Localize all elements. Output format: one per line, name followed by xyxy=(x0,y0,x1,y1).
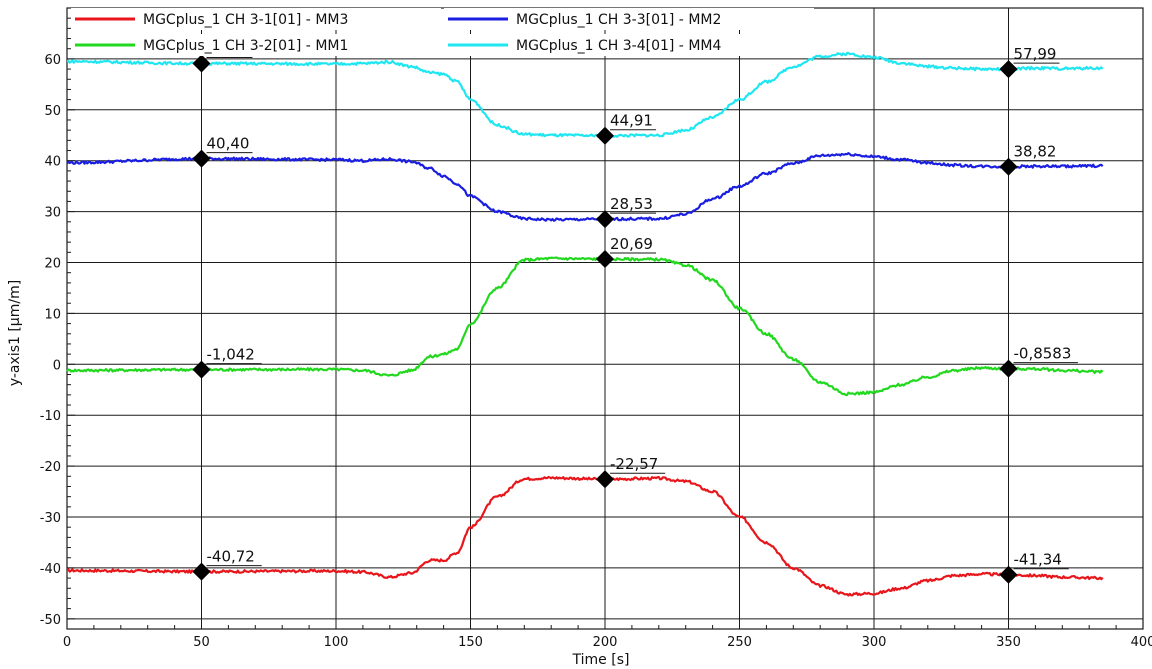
y-tick-label: -30 xyxy=(40,511,61,526)
x-tick-label: 200 xyxy=(593,635,618,650)
data-marker xyxy=(192,149,211,168)
marker-value-label: -22,57 xyxy=(610,455,658,473)
data-marker xyxy=(596,249,614,268)
data-marker xyxy=(596,210,614,229)
series-line-3 xyxy=(66,152,1104,222)
x-axis-title: Time [s] xyxy=(572,652,630,668)
y-tick-label: 60 xyxy=(44,53,61,68)
legend: MGCplus_1 CH 3-1[01] - MM3 MGCplus_1 CH 3… xyxy=(71,8,814,56)
legend-item-bg xyxy=(71,8,441,30)
marker-value-label: -40,72 xyxy=(207,548,255,566)
legend-label-1: MGCplus_1 CH 3-1[01] - MM3 xyxy=(143,12,348,28)
marker-value-label: 44,91 xyxy=(610,112,653,130)
marker-value-label: 40,40 xyxy=(207,135,250,153)
y-axis-title: y-axis1 [µm/m] xyxy=(7,280,23,386)
y-tick-label: 10 xyxy=(44,307,61,322)
data-marker xyxy=(999,157,1018,176)
legend-item-bg xyxy=(444,34,814,56)
data-marker xyxy=(192,54,211,73)
series-line-2 xyxy=(66,256,1104,397)
x-tick-label: 50 xyxy=(193,635,210,650)
data-marker xyxy=(999,60,1018,79)
data-marker xyxy=(596,126,614,145)
series-line-4 xyxy=(66,51,1104,138)
marker-value-label: 57,99 xyxy=(1014,45,1057,63)
legend-label-3: MGCplus_1 CH 3-3[01] - MM2 xyxy=(516,12,721,28)
y-tick-label: 40 xyxy=(44,155,61,170)
series-line-1 xyxy=(66,475,1104,597)
x-tick-label: 300 xyxy=(862,635,887,650)
markers-layer: -40,72 -22,57 -41,34 -1,042 20,69 -0,8583 40,4… xyxy=(192,39,1078,584)
y-tick-label: 0 xyxy=(53,358,61,373)
axes: -50 -40 -30 -20 -10 0 10 20 30 40 50 60 0 50 100 150 200… xyxy=(40,7,1152,650)
x-tick-label: 0 xyxy=(63,635,71,650)
y-tick-label: 30 xyxy=(44,206,61,221)
y-tick-label: -20 xyxy=(40,460,61,475)
x-tick-label: 400 xyxy=(1131,635,1152,650)
y-tick-label: -50 xyxy=(40,613,61,628)
marker-value-label: -0,8583 xyxy=(1014,345,1072,363)
y-tick-label: -10 xyxy=(40,409,61,424)
x-tick-label: 350 xyxy=(996,635,1021,650)
marker-value-label: 28,53 xyxy=(610,195,653,213)
y-tick-label: 20 xyxy=(44,257,61,272)
legend-label-4: MGCplus_1 CH 3-4[01] - MM4 xyxy=(516,38,721,54)
y-tick-label: -40 xyxy=(40,562,61,577)
x-tick-label: 100 xyxy=(324,635,349,650)
data-marker xyxy=(192,562,211,581)
data-marker xyxy=(596,470,614,489)
legend-item-bg xyxy=(444,8,814,30)
legend-label-2: MGCplus_1 CH 3-2[01] - MM1 xyxy=(143,38,348,54)
x-tick-label: 250 xyxy=(727,635,752,650)
marker-value-label: 20,69 xyxy=(610,235,653,253)
marker-value-label: -41,34 xyxy=(1014,551,1062,569)
data-marker xyxy=(999,565,1018,584)
legend-item-bg xyxy=(71,34,441,56)
marker-value-label: 38,82 xyxy=(1014,143,1057,161)
x-tick-label: 150 xyxy=(458,635,483,650)
data-marker xyxy=(999,359,1018,378)
marker-value-label: -1,042 xyxy=(207,346,255,364)
series-layer xyxy=(66,51,1104,597)
data-marker xyxy=(192,360,211,379)
y-tick-label: 50 xyxy=(44,104,61,119)
